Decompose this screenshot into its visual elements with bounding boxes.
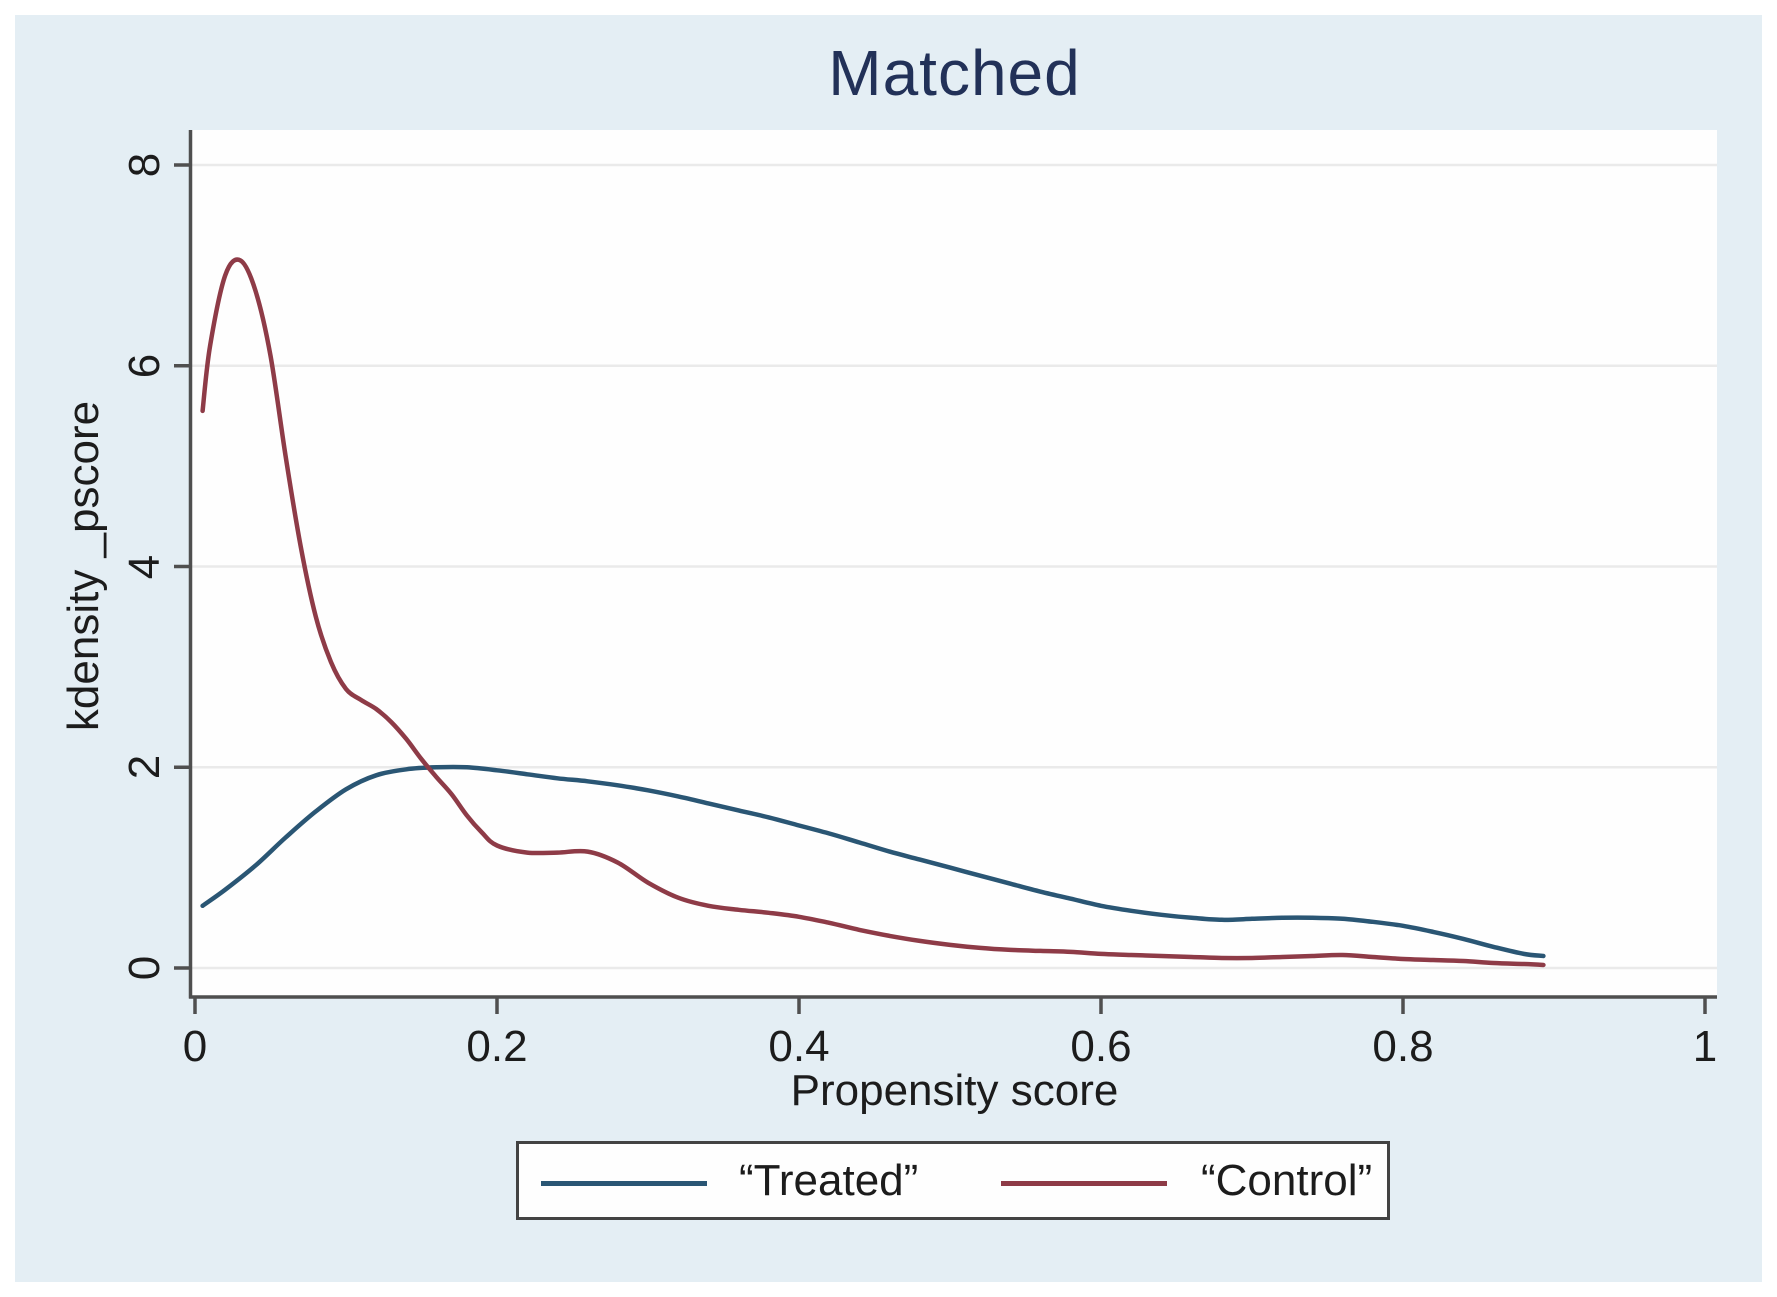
treated-legend-line bbox=[541, 1181, 707, 1186]
y-tick-label: 4 bbox=[120, 554, 169, 579]
control-legend-line bbox=[1001, 1181, 1167, 1186]
x-tick-label: 1 bbox=[1692, 1022, 1718, 1071]
density-curves bbox=[200, 257, 1546, 968]
y-axis-title: kdensity _pscore bbox=[59, 400, 108, 732]
plot-area bbox=[192, 130, 1717, 997]
x-tick-label: 0.4 bbox=[768, 1022, 830, 1071]
treated-curve bbox=[200, 764, 1546, 959]
gridlines bbox=[192, 163, 1717, 970]
x-tick-label: 0.6 bbox=[1070, 1022, 1132, 1071]
y-tick-label: 6 bbox=[120, 353, 169, 378]
tick-marks bbox=[174, 163, 1707, 1014]
chart-title: Matched bbox=[828, 37, 1081, 109]
treated-legend-label: “Treated” bbox=[739, 1155, 919, 1205]
control-legend-label: “Control” bbox=[1201, 1155, 1373, 1205]
x-tick-label: 0.8 bbox=[1372, 1022, 1434, 1071]
axes bbox=[188, 130, 1717, 999]
y-tick-label: 8 bbox=[120, 152, 169, 178]
x-axis-title: Propensity score bbox=[790, 1066, 1119, 1115]
x-tick-label: 0.2 bbox=[466, 1022, 528, 1071]
control-curve bbox=[200, 257, 1546, 968]
y-tick-label: 0 bbox=[120, 955, 169, 981]
legend: “Treated” “Control” bbox=[516, 1141, 1390, 1220]
y-tick-label: 2 bbox=[120, 755, 169, 780]
x-tick-label: 0 bbox=[182, 1022, 208, 1071]
